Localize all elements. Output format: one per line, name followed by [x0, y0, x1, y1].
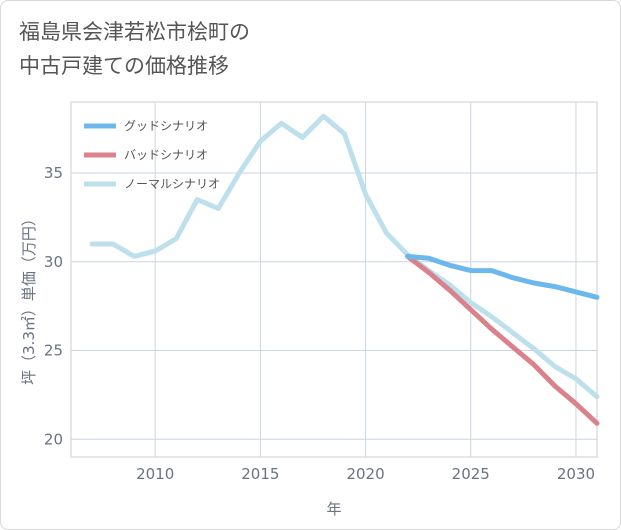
series-line-2	[89, 113, 600, 400]
chart-title: 福島県会津若松市桧町の 中古戸建ての価格推移	[19, 15, 250, 83]
legend-label-1: バッドシナリオ	[124, 148, 208, 162]
x-axis-label: 年	[326, 500, 341, 518]
legend-label-0: グッドシナリオ	[124, 119, 208, 133]
y-tick-labels: 20 25 30 35	[44, 164, 63, 448]
chart-title-line-2: 中古戸建ての価格推移	[19, 54, 229, 78]
plot-area	[70, 101, 598, 458]
x-tick-label-2030: 2030	[557, 465, 595, 483]
y-tick-label-25: 25	[44, 342, 63, 360]
x-tick-label-2020: 2020	[346, 465, 384, 483]
series-line-1	[405, 253, 600, 426]
y-axis-label: 坪（3.3㎡）単価（万円）	[20, 211, 38, 385]
series-lines	[89, 113, 600, 426]
y-tick-label-35: 35	[44, 164, 63, 182]
series-line-0	[405, 253, 600, 300]
x-tick-label-2015: 2015	[241, 465, 279, 483]
y-tick-label-20: 20	[44, 430, 63, 448]
grid-lines	[71, 102, 597, 457]
legend-label-2: ノーマルシナリオ	[124, 177, 220, 191]
y-tick-label-30: 30	[44, 253, 63, 271]
x-tick-label-2025: 2025	[452, 465, 490, 483]
x-tick-label-2010: 2010	[136, 465, 174, 483]
x-tick-labels: 2010 2015 2020 2025 2030	[136, 465, 595, 483]
chart-title-line-1: 福島県会津若松市桧町の	[19, 20, 250, 44]
